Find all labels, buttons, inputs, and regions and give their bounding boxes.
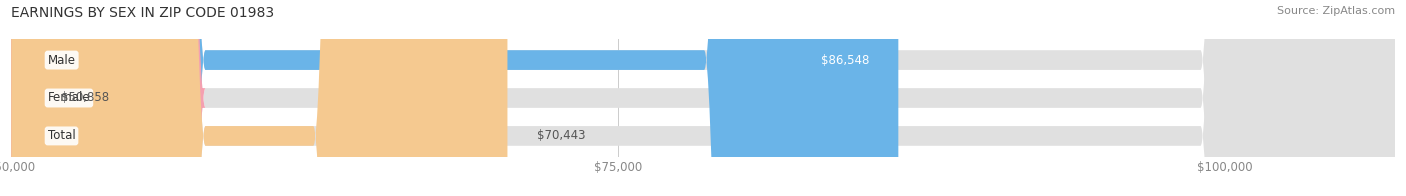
Text: Male: Male	[48, 54, 76, 67]
FancyBboxPatch shape	[11, 0, 508, 196]
FancyBboxPatch shape	[11, 0, 1395, 196]
FancyBboxPatch shape	[0, 0, 205, 196]
Text: Female: Female	[48, 92, 90, 104]
FancyBboxPatch shape	[11, 0, 1395, 196]
Text: $50,858: $50,858	[62, 92, 110, 104]
Text: $70,443: $70,443	[537, 129, 585, 142]
FancyBboxPatch shape	[11, 0, 1395, 196]
Text: Total: Total	[48, 129, 76, 142]
FancyBboxPatch shape	[11, 0, 898, 196]
Text: EARNINGS BY SEX IN ZIP CODE 01983: EARNINGS BY SEX IN ZIP CODE 01983	[11, 6, 274, 20]
Text: $86,548: $86,548	[821, 54, 869, 67]
Text: Source: ZipAtlas.com: Source: ZipAtlas.com	[1277, 6, 1395, 16]
